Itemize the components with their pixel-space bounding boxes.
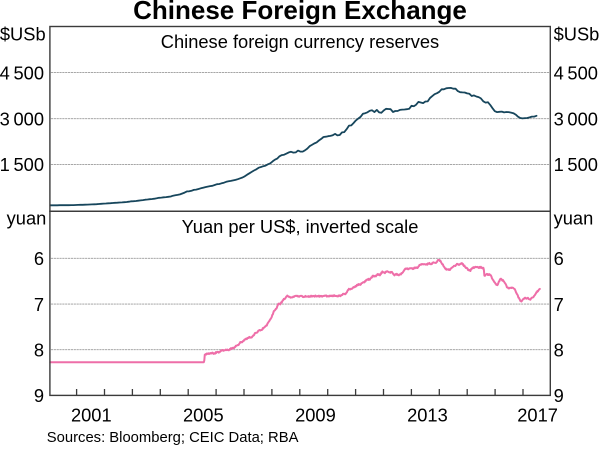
svg-text:yuan: yuan xyxy=(7,208,47,229)
svg-text:Sources: Bloomberg; CEIC Data;: Sources: Bloomberg; CEIC Data; RBA xyxy=(47,430,299,446)
svg-text:2005: 2005 xyxy=(183,404,224,425)
svg-text:2009: 2009 xyxy=(295,404,336,425)
svg-text:Yuan per US$, inverted scale: Yuan per US$, inverted scale xyxy=(182,216,419,237)
svg-text:2013: 2013 xyxy=(407,404,448,425)
svg-text:Chinese foreign currency reser: Chinese foreign currency reserves xyxy=(161,31,439,52)
svg-text:2017: 2017 xyxy=(517,404,558,425)
svg-text:4 500: 4 500 xyxy=(0,62,44,83)
svg-text:8: 8 xyxy=(554,340,564,361)
svg-text:2001: 2001 xyxy=(71,404,112,425)
svg-text:3 000: 3 000 xyxy=(554,109,598,130)
svg-text:6: 6 xyxy=(554,248,564,269)
svg-text:7: 7 xyxy=(34,294,44,315)
svg-text:9: 9 xyxy=(34,385,44,406)
svg-text:9: 9 xyxy=(554,385,564,406)
svg-text:8: 8 xyxy=(34,340,44,361)
svg-text:1 500: 1 500 xyxy=(0,154,44,175)
svg-text:yuan: yuan xyxy=(554,208,594,229)
svg-text:Chinese Foreign Exchange: Chinese Foreign Exchange xyxy=(133,0,467,25)
svg-text:4 500: 4 500 xyxy=(554,62,598,83)
svg-text:1 500: 1 500 xyxy=(554,154,598,175)
svg-text:$USb: $USb xyxy=(554,23,600,44)
svg-text:3 000: 3 000 xyxy=(0,109,44,130)
svg-text:7: 7 xyxy=(554,294,564,315)
svg-text:6: 6 xyxy=(34,248,44,269)
svg-text:$USb: $USb xyxy=(0,23,46,44)
